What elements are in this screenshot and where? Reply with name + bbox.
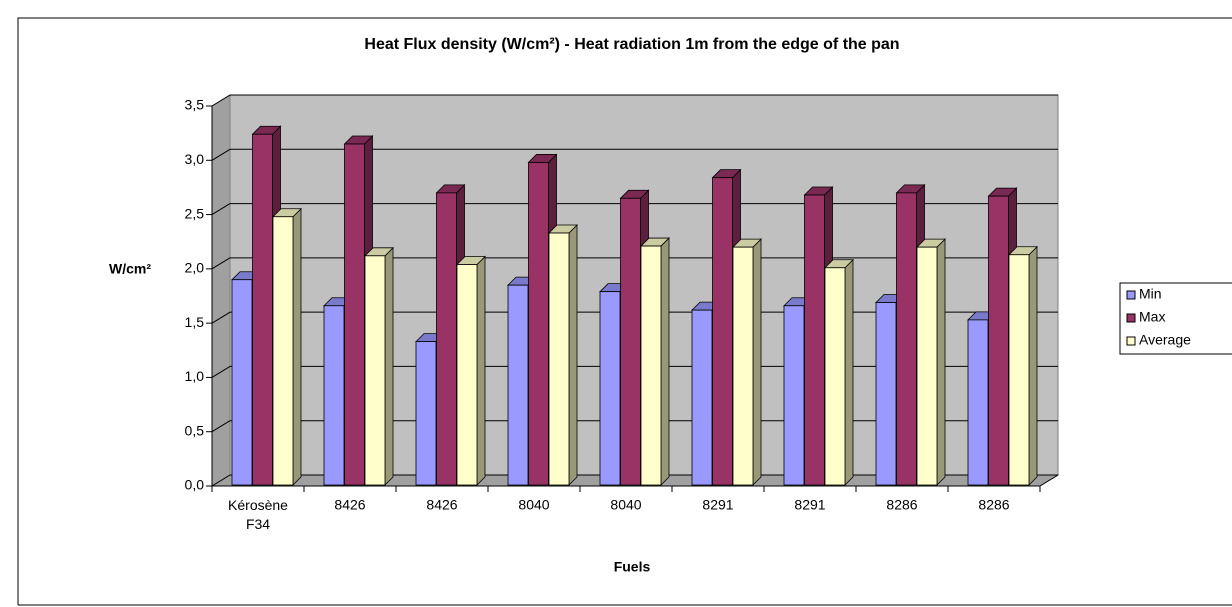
legend-label: Min xyxy=(1139,286,1162,302)
grid-line xyxy=(211,420,231,433)
bar xyxy=(732,238,762,486)
y-tick-label: 1,0 xyxy=(185,368,205,384)
x-tick-label: 8286 xyxy=(978,497,1009,513)
x-tick-label: 8286 xyxy=(886,497,917,513)
x-axis-label: Fuels xyxy=(614,559,651,575)
grid-line xyxy=(211,474,231,487)
bar-side xyxy=(752,238,762,486)
grid-line xyxy=(211,257,231,270)
bar xyxy=(824,258,854,486)
x-tick-label: 8040 xyxy=(610,497,641,513)
bar-front xyxy=(916,246,938,486)
bar-front xyxy=(988,195,1009,486)
legend-label: Average xyxy=(1139,332,1191,348)
x-tick-label: 8426 xyxy=(334,497,365,513)
y-tick-label: 2,0 xyxy=(185,260,205,276)
x-tick-label: 8291 xyxy=(702,497,733,513)
bar-side xyxy=(292,207,302,486)
x-tick-label: 8426 xyxy=(426,497,457,513)
bar-front xyxy=(252,133,273,486)
bar-side xyxy=(568,224,578,486)
bar-side xyxy=(936,238,946,486)
bar xyxy=(916,238,946,486)
bar xyxy=(640,237,670,486)
bar-side xyxy=(1028,245,1038,486)
x-tick-label: 8291 xyxy=(794,497,825,513)
bar-front xyxy=(732,246,754,486)
y-tick-label: 0,0 xyxy=(185,477,205,493)
bar-front xyxy=(272,216,294,486)
legend: Min Max Average xyxy=(1119,282,1232,355)
x-tick-label: 8040 xyxy=(518,497,549,513)
bar-front xyxy=(620,197,641,486)
grid-line xyxy=(211,366,231,378)
y-axis-label: W/cm² xyxy=(109,261,151,277)
bar-front xyxy=(712,177,733,486)
y-tick-label: 0,5 xyxy=(185,422,205,438)
grid-line xyxy=(211,94,231,107)
legend-box xyxy=(1119,282,1232,355)
legend-swatch xyxy=(1126,336,1136,346)
bar-side xyxy=(476,255,486,486)
bar-front xyxy=(1008,254,1030,486)
x-axis xyxy=(1039,474,1059,487)
side-wall xyxy=(211,94,231,487)
y-tick-label: 1,5 xyxy=(185,314,205,330)
bar xyxy=(456,255,486,486)
bar-front xyxy=(528,162,549,486)
chart-border xyxy=(17,17,1232,605)
bar-front xyxy=(640,245,662,486)
x-tick-label: Kérosène F34 xyxy=(228,497,288,532)
y-tick-label: 2,5 xyxy=(185,205,205,221)
bar xyxy=(548,224,578,486)
bar xyxy=(364,246,394,486)
bar-front xyxy=(824,267,846,486)
bar xyxy=(1008,245,1038,486)
bar-front xyxy=(344,143,365,486)
y-tick-label: 3,5 xyxy=(185,97,205,113)
bar-front xyxy=(804,194,825,486)
bar-front xyxy=(967,319,989,486)
bar xyxy=(272,207,302,486)
bar-front xyxy=(456,264,478,486)
legend-label: Max xyxy=(1139,309,1165,325)
bar-front xyxy=(364,255,386,486)
bar-front xyxy=(436,192,457,486)
y-tick-label: 3,0 xyxy=(185,151,205,167)
bar-front xyxy=(875,302,897,486)
legend-swatch xyxy=(1126,290,1136,300)
x-tick-label-line: F34 xyxy=(246,516,270,532)
bar-side xyxy=(660,237,670,486)
bar-front xyxy=(691,309,713,486)
bar-front xyxy=(507,284,529,486)
bar-front xyxy=(896,192,917,486)
grid-line xyxy=(211,311,231,324)
bar-front xyxy=(231,279,253,486)
bar-front xyxy=(548,232,570,486)
bar-side xyxy=(844,258,854,486)
x-tick-label-line: Kérosène xyxy=(228,497,288,513)
bar-front xyxy=(323,305,345,486)
chart-title: Heat Flux density (W/cm²) - Heat radiati… xyxy=(364,36,899,53)
bar-front xyxy=(415,341,437,486)
bar-side xyxy=(384,246,394,486)
grid-line xyxy=(211,148,231,161)
grid-line xyxy=(211,203,231,215)
bar-front xyxy=(783,305,805,486)
bar-front xyxy=(599,291,621,486)
legend-swatch xyxy=(1126,313,1136,323)
